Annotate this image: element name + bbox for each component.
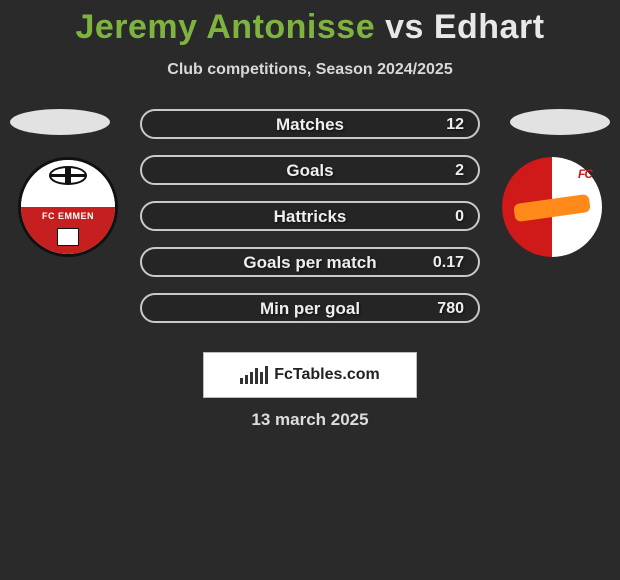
stat-value: 0 (455, 203, 464, 229)
stat-row: Goals per match 0.17 (140, 247, 480, 277)
badge-emmen-label: FC EMMEN (21, 211, 115, 221)
stat-label: Goals per match (142, 249, 478, 275)
brand-bars-icon (240, 366, 268, 384)
stat-value: 2 (455, 157, 464, 183)
stat-rows: Matches 12 Goals 2 Hattricks 0 Goals per… (140, 109, 480, 339)
subtitle: Club competitions, Season 2024/2025 (0, 61, 620, 79)
comparison-title: Jeremy Antonisse vs Edhart (0, 0, 620, 47)
player2-name: Edhart (434, 8, 545, 46)
stat-label: Hattricks (142, 203, 478, 229)
stat-label: Matches (142, 111, 478, 137)
player2-oval (510, 109, 610, 135)
stat-row: Matches 12 (140, 109, 480, 139)
team-badge-utrecht: FC (502, 157, 602, 257)
stat-label: Min per goal (142, 295, 478, 321)
stat-row: Hattricks 0 (140, 201, 480, 231)
badge-utrecht-fc: FC (578, 167, 592, 181)
brand-box[interactable]: FcTables.com (203, 352, 417, 398)
stats-panel: FC EMMEN FC Matches 12 Goals 2 Hattricks… (0, 109, 620, 349)
stat-row: Min per goal 780 (140, 293, 480, 323)
player1-oval (10, 109, 110, 135)
date-label: 13 march 2025 (0, 410, 620, 430)
stat-row: Goals 2 (140, 155, 480, 185)
brand-text: FcTables.com (274, 366, 380, 384)
player1-name: Jeremy Antonisse (75, 8, 375, 46)
stat-value: 0.17 (433, 249, 464, 275)
stat-value: 780 (437, 295, 464, 321)
stat-value: 12 (446, 111, 464, 137)
stat-label: Goals (142, 157, 478, 183)
team-badge-emmen: FC EMMEN (18, 157, 118, 257)
vs-text: vs (385, 8, 424, 46)
